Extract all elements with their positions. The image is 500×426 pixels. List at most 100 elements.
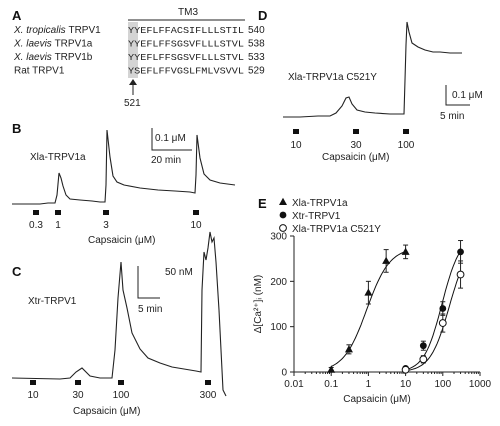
dose-label: 1 <box>55 220 61 231</box>
data-point <box>456 270 465 279</box>
alignment-species: X. laevis TRPV1a <box>13 39 93 50</box>
alignment-residue-number: 533 <box>248 52 265 63</box>
panel-d-trace <box>283 21 462 118</box>
data-point <box>438 319 447 327</box>
panel-c-scale-bar <box>137 266 160 299</box>
dose-label: 300 <box>200 390 217 401</box>
panel-b-trace-label: Xla-TRPV1a <box>30 152 86 163</box>
legend-label: Xtr-TRPV1 <box>292 211 341 222</box>
alignment-species: X. laevis TRPV1b <box>13 52 93 63</box>
alignment-sequence: YSEFLFFVGSLFMLVSVVL <box>128 66 244 77</box>
dose-label: 10 <box>27 390 39 401</box>
panel-b-scale-bar <box>151 128 192 151</box>
panel-b-trace <box>12 129 236 205</box>
panel-e: E 0.01 0.1 1 10 100 1000 0 100 200 300 Capsaicin (… <box>253 196 492 405</box>
series-fit-line <box>330 251 406 367</box>
panel-a: A TM3 X. tropicalis TRPV1 YYEFLFFACSIFLLL… <box>12 7 265 109</box>
data-point <box>419 355 428 364</box>
y-tick-label: 100 <box>270 322 287 333</box>
highlight-column <box>128 22 138 78</box>
panel-d-scale-y: 0.1 μM <box>452 90 483 101</box>
dose-marker <box>118 380 124 385</box>
arrow-position-label: 521 <box>124 98 141 109</box>
panel-e-label: E <box>258 196 267 211</box>
panel-b: B Xla-TRPV1a 0.1 μM 20 min 0.3 1 3 10 Capsa… <box>12 121 236 246</box>
species-name: X. tropicalis <box>13 25 68 36</box>
panel-c-scale-x: 5 min <box>138 304 162 315</box>
data-point <box>457 248 464 256</box>
series-fit-line <box>405 271 461 372</box>
alignment-residue-number: 538 <box>248 39 265 50</box>
alignment-sequence: YYEFLFFACSIFLLLSTIL <box>128 25 244 36</box>
series-0 <box>327 244 410 373</box>
panel-c-trace <box>11 231 227 397</box>
legend-marker <box>279 224 287 232</box>
dose-label: 3 <box>103 220 109 231</box>
data-point <box>344 345 353 353</box>
panel-b-label: B <box>12 121 21 136</box>
panel-b-xlabel: Capsaicin (μM) <box>88 235 155 246</box>
alignment-sequence: YYEFLFFSGSVFLLLSTVL <box>128 52 244 63</box>
legend-marker <box>279 197 287 205</box>
dose-marker <box>193 210 199 215</box>
channel-name: TRPV1a <box>55 39 93 50</box>
alignment-species: X. tropicalis TRPV1 <box>13 25 101 36</box>
dose-label: 0.3 <box>29 220 43 231</box>
dose-label: 10 <box>290 140 302 151</box>
dose-label: 30 <box>72 390 84 401</box>
panel-c: C Xtr-TRPV1 50 nM 5 min 10 30 100 300 Capsa… <box>11 231 227 417</box>
dose-label: 30 <box>350 140 362 151</box>
alignment-species: Rat TRPV1 <box>14 66 65 77</box>
y-tick-label: 0 <box>281 368 287 379</box>
alignment-rows: X. tropicalis TRPV1 YYEFLFFACSIFLLLSTIL 54… <box>13 25 265 77</box>
channel-name: TRPV1b <box>55 52 93 63</box>
x-axis-label: Capsaicin (μM) <box>343 394 410 405</box>
channel-name: TRPV1 <box>68 25 101 36</box>
panel-d-trace-label: Xla-TRPV1a C521Y <box>288 72 377 83</box>
dose-marker <box>103 210 109 215</box>
dose-marker <box>293 129 299 134</box>
data-point <box>419 342 427 350</box>
data-point <box>401 247 410 255</box>
alignment-residue-number: 529 <box>248 66 265 77</box>
panel-d-dose-markers: 10 30 100 <box>290 129 415 151</box>
panel-d-label: D <box>258 8 267 23</box>
panel-c-scale-y: 50 nM <box>165 267 193 278</box>
data-point <box>327 365 336 373</box>
y-axis-label: Δ[Ca²⁺]ᵢ (nM) <box>253 275 264 334</box>
panel-b-dose-markers: 0.3 1 3 10 <box>29 210 202 231</box>
panel-d-xlabel: Capsaicin (μM) <box>322 152 389 163</box>
legend-marker <box>279 211 287 219</box>
panel-c-xlabel: Capsaicin (μM) <box>73 406 140 417</box>
series-fit-line <box>405 250 461 371</box>
dose-marker <box>353 129 359 134</box>
x-tick-label: 10 <box>400 379 412 390</box>
dose-marker <box>33 210 39 215</box>
panel-c-dose-markers: 10 30 100 300 <box>27 380 217 401</box>
legend-label: Xla-TRPV1a <box>292 198 348 209</box>
legend: Xla-TRPV1a Xtr-TRPV1 Xla-TRPV1a C521Y <box>279 197 381 235</box>
species-name: X. laevis <box>13 39 55 50</box>
alignment-sequence: YYEFLFFSGSVFLLLSTVL <box>128 39 244 50</box>
dose-label: 10 <box>190 220 202 231</box>
panel-b-scale-x: 20 min <box>151 155 181 166</box>
panel-c-label: C <box>12 264 22 279</box>
dose-marker <box>75 380 81 385</box>
species-name: X. laevis <box>13 52 55 63</box>
alignment-residue-number: 540 <box>248 25 265 36</box>
data-point <box>364 288 373 296</box>
dose-response-chart: 0.01 0.1 1 10 100 1000 0 100 200 300 Capsaicin (μM… <box>253 197 492 405</box>
x-tick-label: 1000 <box>469 379 492 390</box>
dose-label: 100 <box>113 390 130 401</box>
data-point <box>439 305 447 312</box>
panel-d-scale-x: 5 min <box>440 111 464 122</box>
data-point <box>401 365 410 374</box>
x-tick-label: 1 <box>366 379 372 390</box>
data-point <box>382 256 391 264</box>
up-arrow-icon <box>129 79 137 85</box>
dose-marker <box>205 380 211 385</box>
x-tick-label: 0.01 <box>284 379 304 390</box>
channel-name: Rat TRPV1 <box>14 66 65 77</box>
tm3-header: TM3 <box>178 7 198 18</box>
